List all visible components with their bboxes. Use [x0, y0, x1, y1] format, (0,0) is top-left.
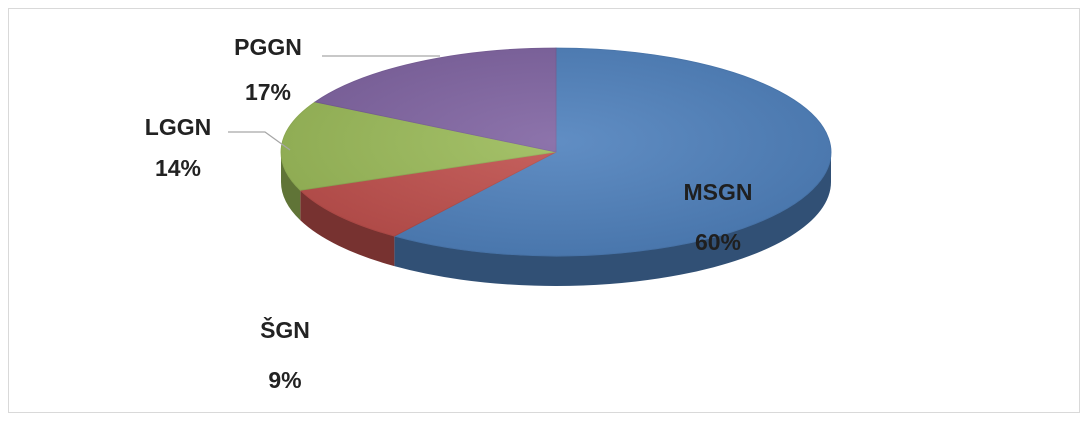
slice-labels: MSGN 60% ŠGN 9% LGGN 14% PGGN 17% — [145, 34, 753, 393]
pie-top-shading — [281, 48, 831, 256]
pie-tops — [280, 47, 832, 257]
slice-percent-pggn: 17% — [245, 79, 291, 105]
slice-percent-lggn: 14% — [155, 155, 201, 181]
pie-side-lggn — [281, 152, 301, 221]
slice-label-pggn: PGGN — [234, 34, 302, 60]
pie-sides — [281, 152, 831, 286]
pie-side-šgn — [300, 190, 395, 267]
slice-label-šgn: ŠGN — [260, 316, 310, 343]
leader-line-lggn — [228, 131, 291, 151]
slice-percent-msgn: 60% — [695, 229, 741, 255]
slice-label-msgn: MSGN — [684, 179, 753, 205]
slice-percent-šgn: 9% — [268, 367, 301, 393]
leader-lines — [228, 55, 440, 151]
slice-label-lggn: LGGN — [145, 114, 211, 140]
pie-side-msgn — [394, 152, 831, 286]
